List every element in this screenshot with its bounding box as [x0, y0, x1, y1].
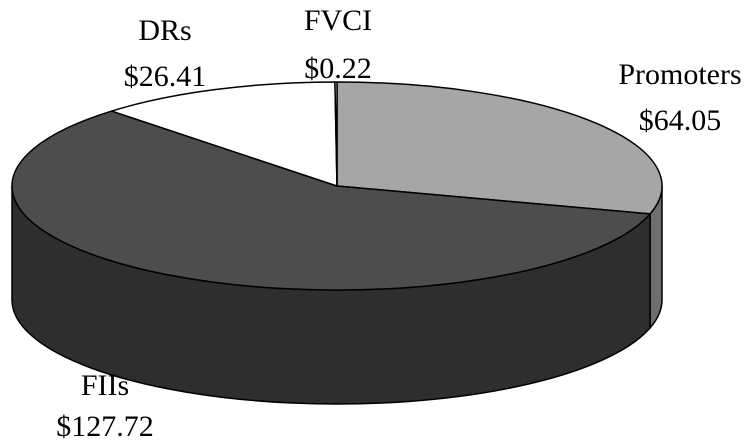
- pie-slice-drs: [110, 81, 338, 187]
- slice-value-drs: $26.41: [124, 60, 207, 93]
- pie-tops: [11, 81, 663, 291]
- slice-label-fiis: FIIs: [81, 369, 129, 402]
- pie-labels: Promoters $64.05 FIIs $127.72 DRs $26.41 FVCI $…: [56, 4, 741, 442]
- slice-value-fvci: $0.22: [304, 52, 372, 85]
- slice-value-promoters: $64.05: [639, 104, 722, 137]
- pie-slice-fiis: [11, 110, 651, 291]
- slice-value-fiis: $127.72: [56, 410, 154, 442]
- slice-label-fvci: FVCI: [304, 4, 372, 37]
- pie-slice-promoters: [336, 81, 663, 215]
- slice-label-promoters: Promoters: [618, 58, 741, 91]
- pie-slice-fvci: [334, 81, 338, 187]
- slice-label-drs: DRs: [138, 14, 191, 47]
